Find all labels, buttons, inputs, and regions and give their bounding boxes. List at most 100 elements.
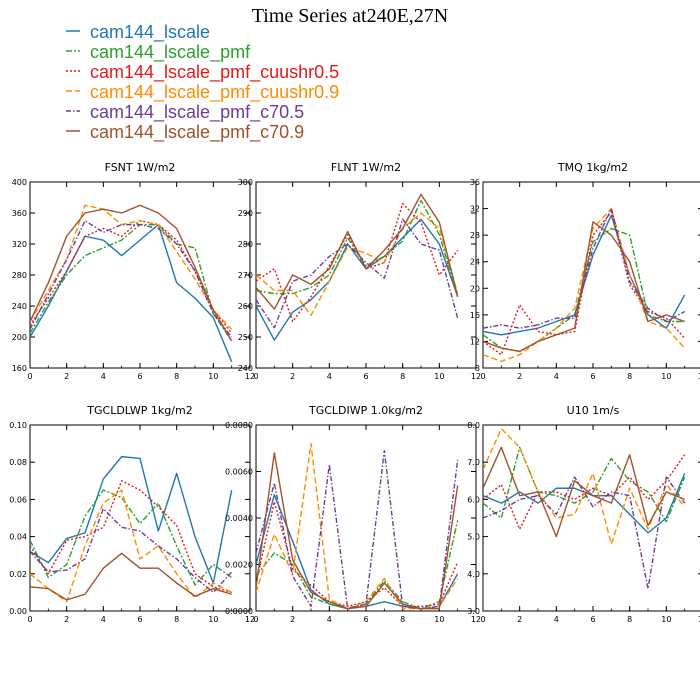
series-line-cam144-lscale xyxy=(30,455,233,584)
x-tick-label: 8 xyxy=(627,615,632,624)
y-tick-label: 280 xyxy=(12,271,27,280)
legend-label: cam144_lscale_pmf_c70.9 xyxy=(90,122,304,143)
y-tick-label: 3.0 xyxy=(467,607,480,616)
y-tick-label: 290 xyxy=(238,209,253,218)
series-line-cam144-lscale-pmf-c70-9 xyxy=(30,204,233,342)
series-line-cam144-lscale-pmf-c70-5 xyxy=(30,508,233,594)
panel-title: TMQ 1kg/m2 xyxy=(557,161,628,174)
legend-label: cam144_lscale_pmf_c70.5 xyxy=(90,102,304,123)
y-tick-label: 250 xyxy=(238,333,253,342)
series-line-cam144-lscale-pmf-c70-9 xyxy=(30,552,232,601)
x-tick-label: 12 xyxy=(471,615,481,624)
series-line-cam144-lscale-pmf-cuushr0-9 xyxy=(483,207,686,363)
y-tick-label: 300 xyxy=(238,178,253,187)
x-tick-label: 10 xyxy=(661,615,671,624)
series-group xyxy=(483,207,686,363)
x-tick-label: 6 xyxy=(590,615,595,624)
x-tick-label: 0 xyxy=(253,372,258,381)
chart-panel: TGCLDIWP 1.0kg/m2 0 2 4 6 8 10 12 0.0000 0.0020 0.… xyxy=(225,404,481,624)
y-tick-label: 0.04 xyxy=(9,533,27,542)
y-tick-label: 270 xyxy=(238,271,253,280)
y-tick-label: 0.10 xyxy=(9,421,27,430)
series-line-cam144-lscale-pmf-c70-9 xyxy=(483,446,685,538)
series-line-cam144-lscale-pmf xyxy=(30,223,233,342)
legend-label: cam144_lscale_pmf_cuushr0.9 xyxy=(90,82,339,103)
figure-title: Time Series at240E,27N xyxy=(252,5,448,27)
chart-panel: U10 1m/s0246810123.04.05.06.07.08.0 xyxy=(467,404,700,624)
x-tick-label: 0 xyxy=(253,615,258,624)
x-tick-label: 8 xyxy=(174,372,179,381)
y-tick-label: 0.0080 xyxy=(225,421,253,430)
x-tick-label: 0 xyxy=(27,372,32,381)
y-tick-label: 0.0020 xyxy=(225,561,253,570)
chart-panel: FSNT 1W/m2 0 2 4 6 8 10 12 160 200 240 280 320 360 400 xyxy=(12,161,255,381)
x-tick-label: 8 xyxy=(627,372,632,381)
x-tick-label: 12 xyxy=(245,372,255,381)
x-tick-label: 2 xyxy=(517,615,522,624)
series-line-cam144-lscale-pmf-c70-5 xyxy=(483,476,686,590)
x-tick-label: 2 xyxy=(64,372,69,381)
y-tick-label: 0.0040 xyxy=(225,514,253,523)
series-line-cam144-lscale xyxy=(256,218,459,341)
panel-title: FSNT 1W/m2 xyxy=(105,161,176,174)
y-tick-label: 360 xyxy=(12,209,27,218)
x-tick-label: 10 xyxy=(434,372,444,381)
series-group xyxy=(30,204,233,363)
panel-title: TGCLDLWP 1kg/m2 xyxy=(86,404,192,417)
series-group xyxy=(256,193,459,341)
y-tick-label: 0.0000 xyxy=(225,607,253,616)
x-tick-label: 0 xyxy=(27,615,32,624)
chart-panel: TGCLDLWP 1kg/m2 0 2 4 6 8 10 12 0.00 0.02 0.04 0.06… xyxy=(9,404,255,624)
series-line-cam144-lscale-pmf-cuushr0-9 xyxy=(256,442,459,610)
x-tick-label: 8 xyxy=(174,615,179,624)
y-tick-label: 400 xyxy=(12,178,27,187)
x-tick-label: 12 xyxy=(698,615,700,624)
y-tick-label: 32 xyxy=(470,205,480,214)
series-line-cam144-lscale-pmf-c70-9 xyxy=(256,452,459,610)
series-line-cam144-lscale-pmf xyxy=(30,489,233,586)
x-tick-label: 2 xyxy=(290,372,295,381)
legend-label: cam144_lscale_pmf_cuushr0.5 xyxy=(90,62,339,83)
x-tick-label: 10 xyxy=(434,615,444,624)
panel-title: FLNT 1W/m2 xyxy=(331,161,401,174)
x-tick-label: 6 xyxy=(137,615,142,624)
x-tick-label: 8 xyxy=(400,372,405,381)
y-tick-label: 36 xyxy=(470,178,480,187)
x-tick-label: 4 xyxy=(101,372,106,381)
x-tick-label: 8 xyxy=(400,615,405,624)
legend-item: cam144_lscale_pmf xyxy=(66,42,251,63)
legend-item: cam144_lscale_pmf_cuushr0.5 xyxy=(66,62,339,83)
y-tick-label: 4.0 xyxy=(467,570,480,579)
y-tick-label: 6.0 xyxy=(467,495,480,504)
legend-item: cam144_lscale xyxy=(66,22,210,43)
y-tick-label: 200 xyxy=(12,333,27,342)
legend: cam144_lscalecam144_lscale_pmfcam144_lsc… xyxy=(66,22,339,143)
x-tick-label: 2 xyxy=(290,615,295,624)
legend-item: cam144_lscale_pmf_c70.5 xyxy=(66,102,304,123)
series-line-cam144-lscale xyxy=(30,223,233,363)
legend-label: cam144_lscale xyxy=(90,22,210,43)
series-group xyxy=(30,455,233,603)
x-tick-label: 6 xyxy=(363,615,368,624)
panel-title: U10 1m/s xyxy=(567,404,620,417)
x-tick-label: 4 xyxy=(101,615,106,624)
y-tick-label: 28 xyxy=(470,231,480,240)
x-tick-label: 4 xyxy=(327,615,332,624)
series-line-cam144-lscale-pmf xyxy=(483,446,686,523)
series-line-cam144-lscale-pmf-c70-5 xyxy=(256,218,459,329)
x-tick-label: 12 xyxy=(471,372,481,381)
chart-panel: TMQ 1kg/m2024681012812162024283236 xyxy=(470,161,700,381)
x-tick-label: 4 xyxy=(554,615,559,624)
panel-title: TGCLDIWP 1.0kg/m2 xyxy=(308,404,423,417)
legend-item: cam144_lscale_pmf_cuushr0.9 xyxy=(66,82,339,103)
y-tick-label: 12 xyxy=(470,337,480,346)
x-tick-label: 10 xyxy=(208,372,218,381)
series-line-cam144-lscale-pmf-cuushr0-5 xyxy=(483,454,686,530)
y-tick-label: 160 xyxy=(12,364,27,373)
series-line-cam144-lscale-pmf-c70-9 xyxy=(483,221,685,353)
x-tick-label: 6 xyxy=(137,372,142,381)
x-tick-label: 6 xyxy=(590,372,595,381)
series-line-cam144-lscale xyxy=(483,473,686,534)
